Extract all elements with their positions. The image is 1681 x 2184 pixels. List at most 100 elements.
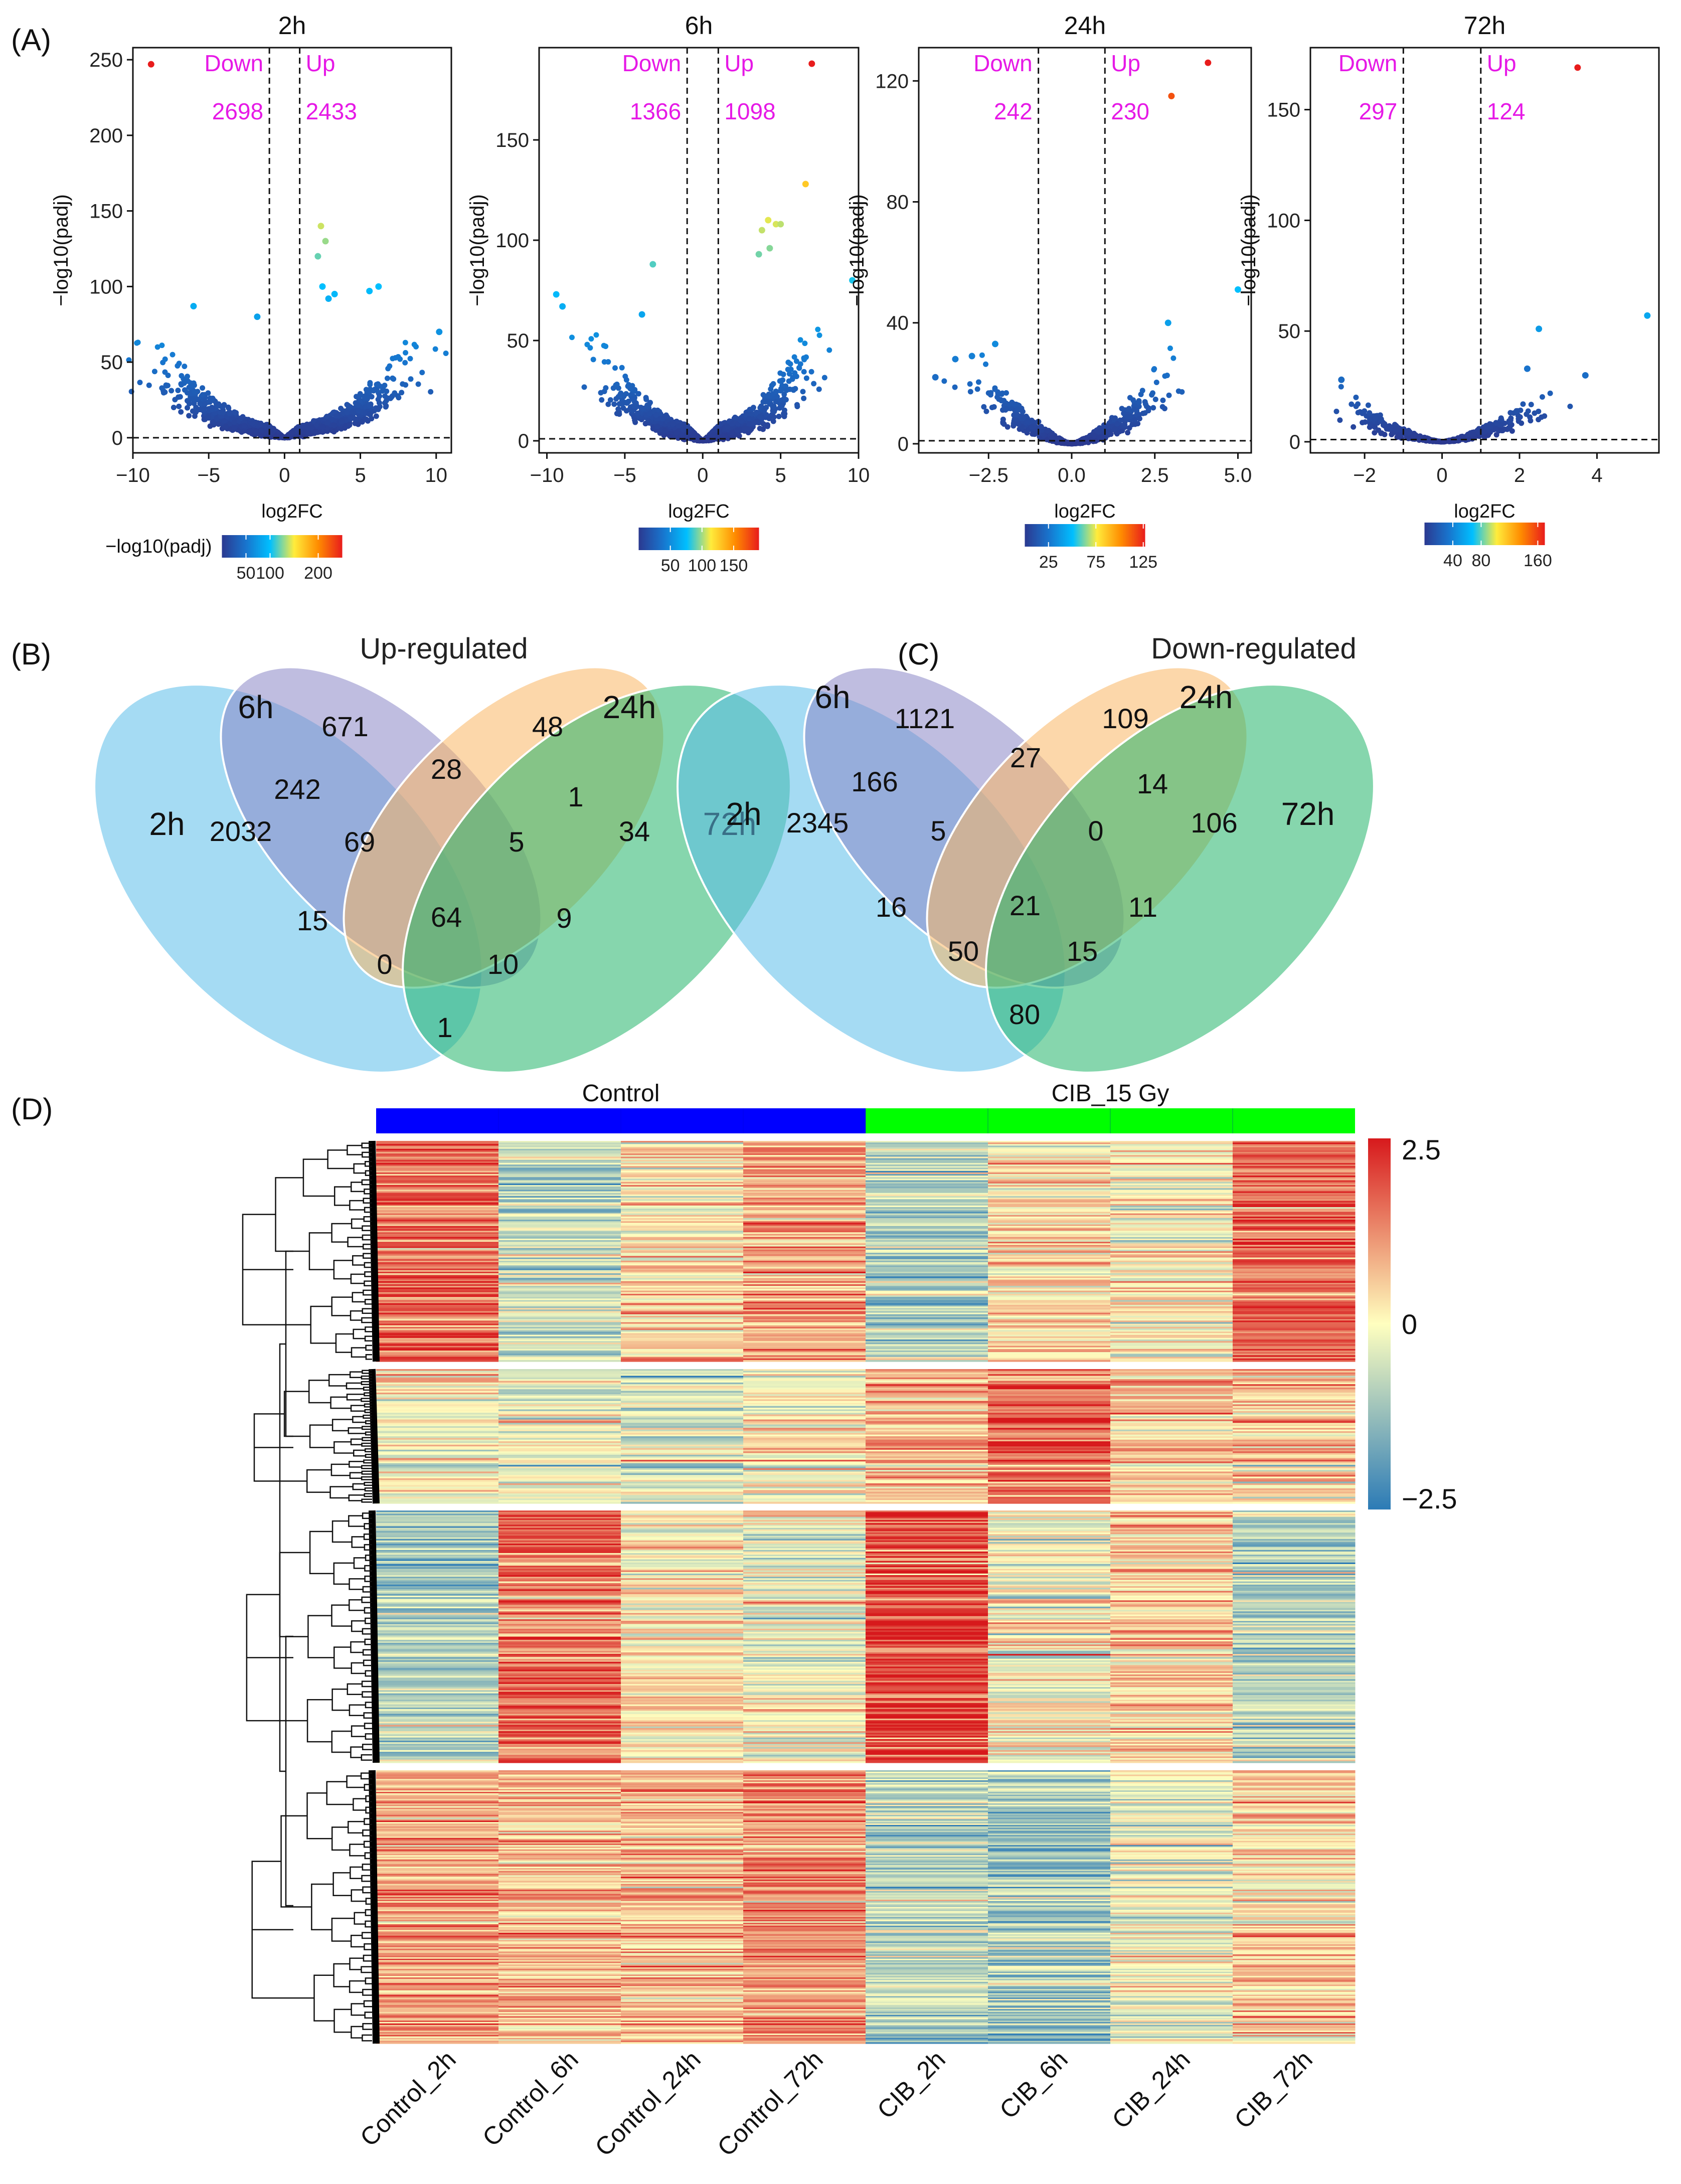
volcano-point: [605, 359, 611, 365]
dendrogram-branch: [362, 1308, 372, 1314]
volcano-point: [369, 394, 375, 400]
volcano-point: [249, 420, 255, 426]
y-tick-label: 50: [1278, 320, 1301, 343]
volcano-point: [816, 332, 822, 339]
volcano-point: [159, 343, 165, 349]
volcano-point: [374, 382, 380, 388]
volcano-point: [182, 387, 188, 393]
colorbar-tick-label: 160: [1524, 551, 1552, 570]
volcano-point: [1166, 392, 1172, 398]
volcano-point: [304, 424, 310, 430]
volcano-point: [331, 422, 337, 428]
volcano-point: [616, 411, 622, 417]
volcano-point: [1142, 401, 1148, 407]
venn-count-6h-24h-72h: 5: [509, 826, 524, 858]
venn-count-only-72h: 106: [1191, 807, 1237, 838]
volcano-point: [803, 354, 809, 360]
plot-frame: [538, 47, 860, 454]
y-axis-label: −log10(padj): [466, 194, 488, 306]
y-tick-label: 150: [1267, 99, 1300, 121]
volcano-point: [621, 392, 627, 398]
volcano-point: [216, 421, 222, 427]
volcano-point: [1136, 400, 1142, 406]
volcano-point: [765, 217, 772, 224]
volcano-point: [151, 369, 157, 375]
down-label: Down: [973, 50, 1033, 76]
x-tick-label: −5: [197, 464, 220, 486]
volcano-point: [175, 363, 181, 369]
volcano-point: [1153, 379, 1159, 385]
volcano-point: [781, 391, 787, 397]
volcano-point: [619, 365, 625, 371]
volcano-point: [643, 395, 649, 401]
volcano-point: [1049, 435, 1055, 441]
heatmap-cell: [866, 1360, 988, 1362]
volcano-point: [1016, 421, 1022, 427]
colorbar-tick-label: 80: [1472, 551, 1491, 570]
volcano-point: [1484, 424, 1490, 430]
y-tick-label: 0: [898, 433, 909, 455]
y-axis-label: −log10(padj): [1238, 194, 1260, 306]
dendrogram-branch: [353, 1163, 366, 1174]
volcano-point: [432, 346, 438, 352]
volcano-point: [638, 311, 645, 318]
volcano-point: [757, 414, 763, 420]
volcano-point: [801, 395, 807, 401]
volcano-point: [1168, 92, 1175, 99]
volcano-point: [1360, 420, 1366, 426]
volcano-point: [772, 221, 779, 228]
venn-set-label-2h: 2h: [149, 806, 185, 842]
volcano-point: [1119, 406, 1125, 412]
volcano-point: [796, 365, 802, 371]
volcano-point: [257, 421, 263, 427]
volcano-title: 24h: [1064, 12, 1106, 40]
volcano-point: [436, 328, 443, 335]
venn-count-6h-24h-72h: 0: [1088, 815, 1103, 847]
volcano-point: [1114, 421, 1120, 427]
volcano-point: [647, 411, 653, 417]
volcano-point: [395, 393, 401, 399]
dendrogram-branch: [350, 1273, 365, 1284]
volcano-point: [231, 424, 237, 430]
volcano-point: [178, 409, 184, 415]
volcano-point: [605, 401, 611, 407]
volcano-point: [777, 221, 784, 228]
volcano-point: [975, 379, 981, 385]
volcano-point: [715, 432, 721, 438]
volcano-point: [778, 379, 784, 385]
up-label: Up: [306, 50, 335, 76]
y-tick-label: 100: [89, 276, 123, 298]
x-tick-label: 10: [425, 464, 448, 486]
volcano-point: [382, 393, 388, 399]
volcano-point: [376, 400, 382, 406]
venn-count-6h-72h: 11: [1128, 891, 1157, 923]
volcano-point: [390, 375, 396, 381]
volcano-point: [756, 420, 762, 426]
volcano-point: [613, 396, 619, 402]
dendrogram-branch: [353, 1328, 366, 1339]
volcano-point: [367, 412, 373, 418]
volcano-title: 2h: [278, 12, 306, 40]
volcano-point: [443, 351, 449, 357]
down-count: 1366: [630, 98, 681, 124]
colorbar-tick-label: 150: [720, 556, 748, 575]
volcano-point: [1167, 346, 1173, 352]
venn-count-2h-6h: 166: [851, 766, 898, 797]
colorbar: [1025, 524, 1145, 547]
colorbar-tick-label: 75: [1086, 553, 1105, 572]
venn-set-label-24h: 24h: [603, 689, 656, 725]
volcano-point: [220, 404, 226, 410]
volcano-point: [231, 409, 237, 415]
volcano-point: [599, 397, 605, 403]
volcano-point: [631, 403, 637, 409]
volcano-point: [941, 378, 947, 384]
venn-title: Up-regulated: [360, 632, 528, 665]
up-count: 124: [1487, 98, 1526, 124]
volcano-point: [1164, 319, 1171, 326]
venn-count-all: 21: [1010, 890, 1041, 921]
volcano-point: [999, 390, 1005, 396]
volcano-point: [625, 399, 631, 405]
volcano-point: [387, 363, 393, 369]
venn-count-24h-72h: 14: [1137, 768, 1168, 799]
